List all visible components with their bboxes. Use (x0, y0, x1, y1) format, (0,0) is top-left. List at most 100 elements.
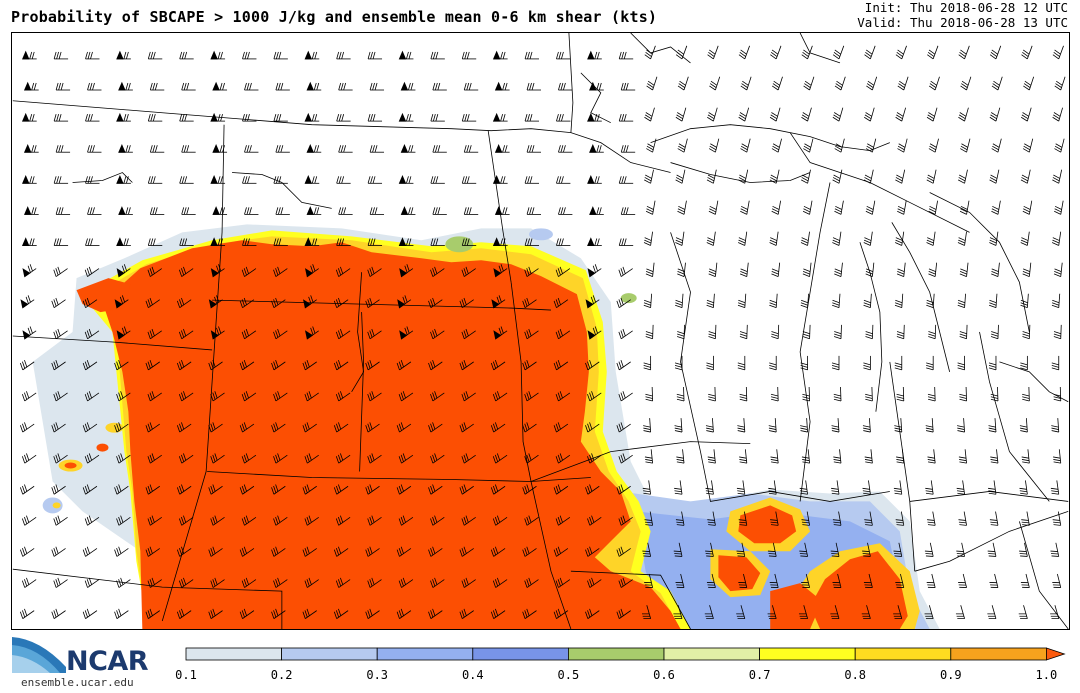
wind-barb (558, 207, 573, 215)
wind-barb (524, 328, 539, 340)
wind-barb (21, 577, 37, 588)
wind-barb (114, 360, 129, 371)
wind-barb (990, 324, 999, 340)
wind-barb (461, 114, 477, 122)
wind-barb (1021, 45, 1033, 60)
wind-barb (333, 297, 349, 309)
wind-barb (176, 422, 192, 433)
wind-barb (210, 577, 225, 588)
wind-barb (708, 138, 720, 153)
wind-barb (768, 418, 777, 433)
wind-barb (84, 328, 100, 340)
border-16 (909, 491, 1069, 502)
colorbar-tick-label: 0.9 (940, 668, 962, 682)
wind-barb (896, 387, 905, 402)
wind-barb (927, 45, 939, 60)
wind-barb (1053, 324, 1062, 340)
wind-barb (365, 360, 380, 371)
shade-west-spot-4 (96, 443, 109, 452)
wind-barb (430, 391, 445, 402)
colorbar-tick-label: 0.3 (366, 668, 388, 682)
wind-barb (556, 114, 571, 122)
wind-barb (492, 112, 508, 122)
wind-barb (959, 262, 969, 277)
wind-barb (304, 453, 319, 464)
wind-barb (893, 480, 903, 495)
wind-barb (55, 207, 71, 215)
wind-barb (367, 453, 382, 464)
wind-barb (208, 422, 223, 433)
wind-barb (82, 360, 98, 371)
wind-barb (51, 484, 66, 495)
wind-barb (589, 143, 604, 153)
wind-barb (673, 542, 683, 557)
wind-barb (802, 200, 813, 215)
wind-barb (991, 76, 1003, 91)
wind-barb (705, 542, 714, 557)
wind-barb (147, 238, 163, 246)
wind-barb (705, 418, 714, 433)
wind-barb (333, 422, 349, 433)
wind-barb (147, 453, 162, 464)
wind-barb (116, 237, 131, 246)
wind-barb (367, 238, 383, 246)
colorbar-box (663, 647, 760, 661)
wind-barb (116, 453, 131, 464)
wind-barb (399, 264, 414, 278)
wind-barb (646, 138, 657, 153)
wind-barb (587, 237, 602, 246)
wind-barb (271, 608, 286, 619)
wind-barb (1052, 107, 1063, 122)
wind-barb (585, 295, 600, 309)
wind-barb (367, 176, 383, 184)
wind-barb (145, 297, 160, 309)
wind-barb (208, 295, 223, 309)
wind-barb (620, 82, 636, 91)
lake-canada-2 (232, 172, 332, 209)
wind-barb (675, 231, 685, 246)
wind-barb (428, 546, 443, 557)
wind-barb (894, 293, 904, 309)
wind-barb (428, 484, 443, 495)
wind-barb (738, 573, 748, 588)
wind-barb (864, 449, 873, 464)
wind-barb (369, 82, 385, 91)
wind-barb (459, 608, 474, 619)
wind-barb (991, 262, 1000, 277)
wind-barb (333, 608, 349, 619)
wind-barb (618, 453, 633, 464)
shade-west-spot-2 (64, 462, 77, 469)
wind-barb (459, 297, 474, 309)
wind-barb (553, 297, 569, 309)
colorbar-tick-label: 0.1 (175, 668, 197, 682)
wind-barb (51, 546, 66, 557)
wind-barb (834, 76, 846, 91)
wind-barb (674, 418, 683, 433)
ncar-logo-icon (12, 637, 66, 673)
wind-barb (145, 422, 160, 433)
wind-barb (271, 546, 286, 557)
wind-barb (23, 206, 39, 215)
wind-barb (21, 391, 37, 402)
wind-barb (400, 81, 416, 91)
colorbar-box (281, 647, 378, 661)
wind-barb (616, 608, 631, 619)
colorbar-boxes (185, 647, 1066, 661)
wind-barb (114, 484, 129, 495)
wind-barb (1020, 293, 1029, 309)
wind-barb (212, 206, 228, 215)
wind-barb (555, 328, 571, 340)
wind-barb (461, 238, 477, 246)
wind-barb (461, 453, 476, 464)
wind-barb (149, 145, 165, 153)
wind-barb (1050, 542, 1060, 557)
wind-barb (832, 107, 844, 122)
wind-barb (181, 82, 196, 91)
wind-barb (897, 200, 907, 215)
wind-barb (895, 573, 905, 588)
lake-michigan (859, 242, 883, 412)
wind-barb (831, 418, 840, 433)
wind-barb (589, 81, 604, 91)
wind-barb (1051, 355, 1060, 371)
wind-barb (461, 515, 476, 526)
